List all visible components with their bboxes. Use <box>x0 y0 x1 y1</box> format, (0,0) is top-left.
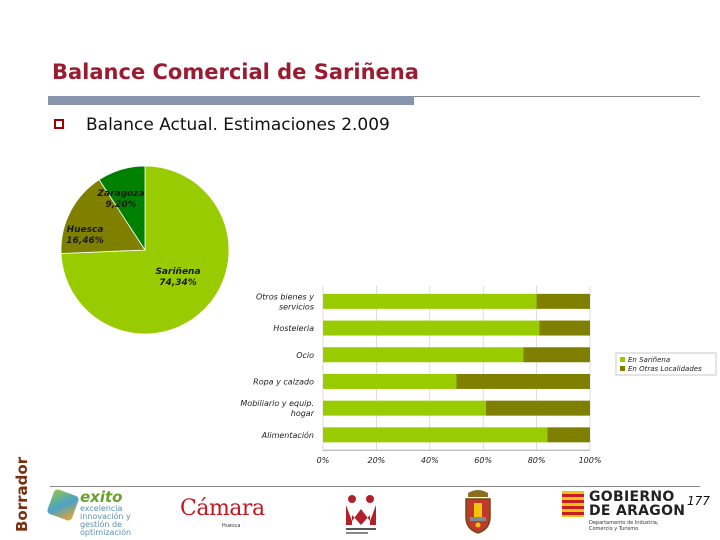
bar-en-sarinena-otros-bienes-y-servicios <box>323 293 537 309</box>
exito-tagline: excelencia innovación y gestión de optim… <box>80 504 132 537</box>
category-label-hosteleria: Hosteleria <box>273 324 314 333</box>
bar-en-otras-localidades-mobiliario-y-equip-hogar <box>485 400 590 416</box>
category-label-otros-bienes-y-servicios: Otros bienes y <box>256 292 314 301</box>
category-label-ropa-y-calzado: Ropa y calzado <box>253 377 314 386</box>
bar-en-sarinena-alimentacion <box>323 427 548 443</box>
bar-en-sarinena-mobiliario-y-equip-hogar <box>323 400 486 416</box>
exito-mark-icon <box>46 488 80 522</box>
x-tick-label: 60% <box>474 456 492 465</box>
category-label-otros-bienes-y-servicios: servicios <box>279 302 314 311</box>
category-label-ocio: Ocio <box>296 351 314 360</box>
gobierno-line-1: GOBIERNO <box>589 489 675 505</box>
gobierno-line-2: DE ARAGON <box>589 503 686 519</box>
bar-en-otras-localidades-alimentacion <box>547 427 590 443</box>
gobierno-department: Departamento de Industria, Comercio y Tu… <box>589 520 659 532</box>
exito-wordmark: exito <box>80 488 123 506</box>
pie-slice-sarinena <box>60 165 230 335</box>
huesca-logo-icon <box>346 495 376 534</box>
bar-en-sarinena-hosteleria <box>323 320 540 336</box>
legend-swatch-en-sarinena <box>620 357 625 362</box>
x-tick-label: 40% <box>421 456 439 465</box>
pie-value-zaragoza: 9,20% <box>105 200 136 210</box>
draft-stamp: Borrador <box>13 456 31 532</box>
bar-en-otras-localidades-hosteleria <box>539 320 590 336</box>
footer-divider <box>50 486 700 487</box>
pie-label-zaragoza: Zaragoza <box>96 189 144 199</box>
x-tick-label: 0% <box>317 456 330 465</box>
camara-wordmark: Cámara <box>180 496 265 521</box>
category-label-alimentacion: Alimentación <box>261 430 314 440</box>
category-label-mobiliario-y-equip-hogar: Mobiliario y equip. <box>240 399 314 408</box>
x-tick-label: 20% <box>368 456 386 465</box>
x-tick-label: 80% <box>528 456 546 465</box>
legend-swatch-en-otras-localidades <box>620 366 625 371</box>
page-number: 177 <box>687 494 710 508</box>
coat-of-arms-icon <box>465 490 491 534</box>
legend-label-en-otras-localidades: En Otras Localidades <box>628 365 702 373</box>
pie-value-sarinena: 74,34% <box>159 278 197 288</box>
bullet-square-icon <box>54 119 64 129</box>
aragon-flag-icon <box>562 491 584 517</box>
bar-en-sarinena-ocio <box>323 347 524 363</box>
bullet-text: Balance Actual. Estimaciones 2.009 <box>86 115 390 135</box>
exito-logo: exito excelencia innovación y gestión de… <box>46 488 132 537</box>
camara-logo: Cámara Huesca <box>180 496 280 532</box>
pie-slice-huesca <box>60 179 146 254</box>
bar-en-otras-localidades-otros-bienes-y-servicios <box>536 293 590 309</box>
legend-label-en-sarinena: En Sariñena <box>628 356 670 364</box>
pie-label-huesca: Huesca <box>67 225 104 235</box>
category-label-mobiliario-y-equip-hogar: hogar <box>291 409 315 418</box>
camara-subtitle: Huesca <box>222 523 241 529</box>
pie-slice-zaragoza <box>98 165 146 252</box>
pie-value-huesca: 16,46% <box>66 236 104 246</box>
title-accent-bar <box>48 96 414 105</box>
gobierno-aragon-logo: GOBIERNO DE ARAGON Departamento de Indus… <box>562 489 685 535</box>
legend-box <box>615 352 717 376</box>
bar-en-sarinena-ropa-y-calzado <box>323 373 457 389</box>
pie-label-sarinena: Sariñena <box>155 267 200 277</box>
slide-title: Balance Comercial de Sariñena <box>52 60 419 84</box>
bar-en-otras-localidades-ocio <box>523 347 590 363</box>
x-tick-label: 100% <box>579 456 602 465</box>
bar-en-otras-localidades-ropa-y-calzado <box>456 373 590 389</box>
